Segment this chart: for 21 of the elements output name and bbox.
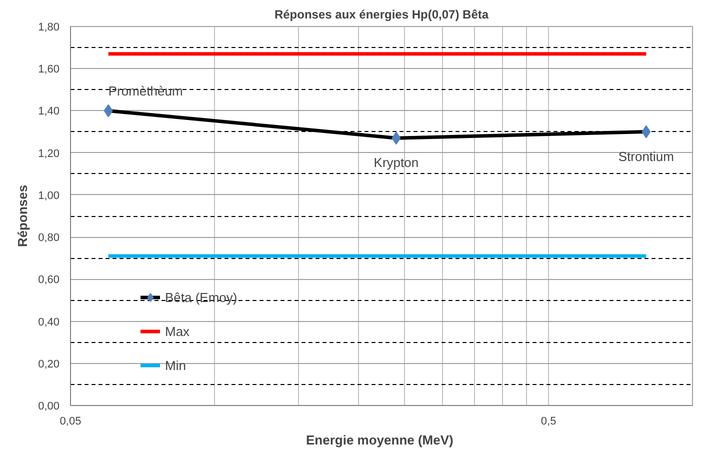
y-tick-label: 0,20 [38, 358, 60, 370]
y-tick-label: 1,40 [38, 106, 60, 118]
legend-label: Max [165, 324, 190, 338]
x-tick-label: 0,5 [540, 416, 556, 428]
y-tick-label: 0,40 [38, 316, 60, 328]
annotation: Promèthèum [108, 84, 183, 99]
y-tick-label: 1,20 [38, 148, 60, 160]
x-axis-title: Energie moyenne (MeV) [306, 432, 454, 448]
y-tick-label: 0,60 [38, 274, 60, 286]
x-tick-label: 0,05 [60, 416, 82, 428]
y-tick-label: 1,00 [38, 190, 60, 202]
y-tick-label: 1,80 [38, 22, 60, 34]
annotation: Strontium [618, 148, 674, 164]
y-axis-title: Réponses [15, 184, 30, 248]
y-tick-label: 0,80 [38, 232, 60, 244]
y-tick-label: 0,00 [38, 400, 60, 412]
legend-label: Min [165, 358, 186, 372]
annotation: Krypton [374, 155, 419, 170]
chart-title: Réponses aux énergies Hp(0,07) Bêta [274, 8, 489, 22]
y-tick-label: 1,60 [38, 64, 60, 76]
legend-label: Bêta (Emoy) [165, 290, 238, 304]
